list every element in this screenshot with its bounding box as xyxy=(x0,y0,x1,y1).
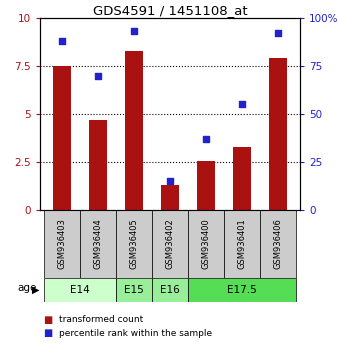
Text: GSM936402: GSM936402 xyxy=(166,219,174,269)
Bar xyxy=(44,210,80,278)
Point xyxy=(275,30,281,36)
Bar xyxy=(80,210,116,278)
Text: E14: E14 xyxy=(70,285,90,295)
Text: GSM936406: GSM936406 xyxy=(274,218,283,269)
Title: GDS4591 / 1451108_at: GDS4591 / 1451108_at xyxy=(93,4,247,17)
Text: ■: ■ xyxy=(43,328,53,338)
Text: percentile rank within the sample: percentile rank within the sample xyxy=(58,329,212,337)
Point xyxy=(59,38,64,44)
Text: GSM936405: GSM936405 xyxy=(129,219,138,269)
Bar xyxy=(116,278,152,302)
Bar xyxy=(89,120,107,210)
Bar xyxy=(260,210,296,278)
Bar xyxy=(188,210,224,278)
Bar xyxy=(44,278,116,302)
Text: E17.5: E17.5 xyxy=(227,285,257,295)
Text: GSM936400: GSM936400 xyxy=(201,219,211,269)
Text: E15: E15 xyxy=(124,285,144,295)
Text: GSM936401: GSM936401 xyxy=(238,219,247,269)
Bar xyxy=(233,147,251,210)
Text: transformed count: transformed count xyxy=(58,315,143,325)
Bar xyxy=(161,185,179,210)
Text: age: age xyxy=(17,283,37,293)
Point xyxy=(167,178,173,184)
Bar xyxy=(125,51,143,210)
Text: E16: E16 xyxy=(160,285,180,295)
Bar xyxy=(116,210,152,278)
Text: GSM936404: GSM936404 xyxy=(93,219,102,269)
Point xyxy=(131,29,137,34)
Point xyxy=(95,73,100,79)
Bar xyxy=(53,66,71,210)
Text: ■: ■ xyxy=(43,315,53,325)
Bar xyxy=(152,278,188,302)
Bar xyxy=(188,278,296,302)
Bar xyxy=(197,161,215,210)
Bar xyxy=(152,210,188,278)
Point xyxy=(203,136,209,142)
Bar xyxy=(269,58,287,210)
Text: GSM936403: GSM936403 xyxy=(57,218,66,269)
Point xyxy=(240,102,245,107)
Bar xyxy=(224,210,260,278)
Text: ▶: ▶ xyxy=(32,285,40,295)
